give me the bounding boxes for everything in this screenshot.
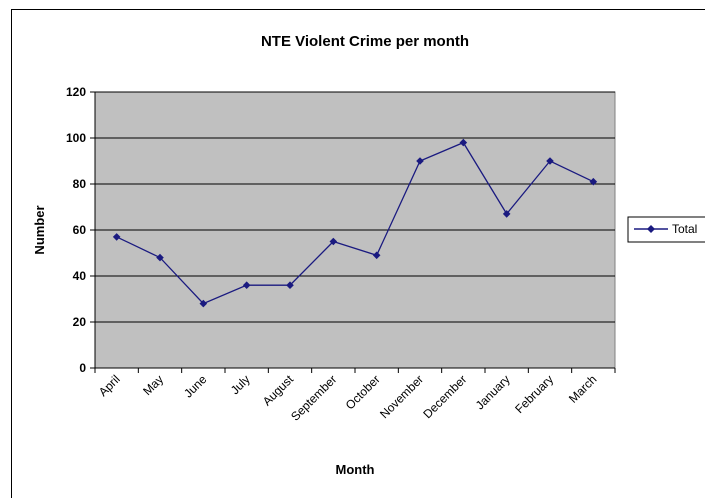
x-tick-label: April — [96, 372, 123, 399]
data-point — [112, 233, 121, 241]
data-point — [242, 281, 251, 289]
chart-title: NTE Violent Crime per month — [261, 33, 469, 50]
legend-label-total: Total — [672, 222, 697, 236]
y-tick-label: 120 — [66, 85, 86, 99]
data-point — [546, 157, 554, 165]
chart-frame — [11, 9, 705, 498]
data-point — [156, 253, 164, 262]
x-tick-label: August — [260, 372, 297, 409]
data-point — [459, 138, 468, 147]
y-tick-label: 40 — [73, 269, 87, 283]
x-axis-label: Month — [336, 462, 375, 477]
y-axis-label: Number — [32, 205, 47, 254]
y-tick-label: 0 — [79, 361, 86, 375]
series-line-total — [116, 141, 594, 305]
x-tick-label: November — [377, 372, 426, 421]
data-point — [416, 157, 424, 165]
x-tick-label: March — [566, 372, 599, 405]
y-tick-label: 20 — [73, 315, 87, 329]
x-tick-label: June — [181, 372, 210, 401]
data-point — [199, 299, 208, 308]
data-point — [286, 281, 294, 289]
data-point — [502, 210, 511, 218]
x-tick-label: October — [343, 372, 383, 412]
y-tick-label: 60 — [73, 223, 87, 237]
data-point — [589, 177, 598, 186]
data-point — [329, 237, 338, 246]
x-tick-label: December — [420, 372, 469, 421]
x-tick-label: May — [140, 372, 166, 398]
x-tick-label: September — [288, 372, 339, 423]
legend: Total — [627, 216, 705, 243]
y-tick-label: 80 — [73, 177, 87, 191]
x-tick-label: February — [512, 372, 556, 416]
legend-marker — [647, 225, 655, 233]
x-tick-label: January — [473, 372, 513, 412]
y-tick-label: 100 — [66, 131, 86, 145]
data-point — [372, 251, 381, 260]
x-tick-label: July — [228, 372, 253, 397]
